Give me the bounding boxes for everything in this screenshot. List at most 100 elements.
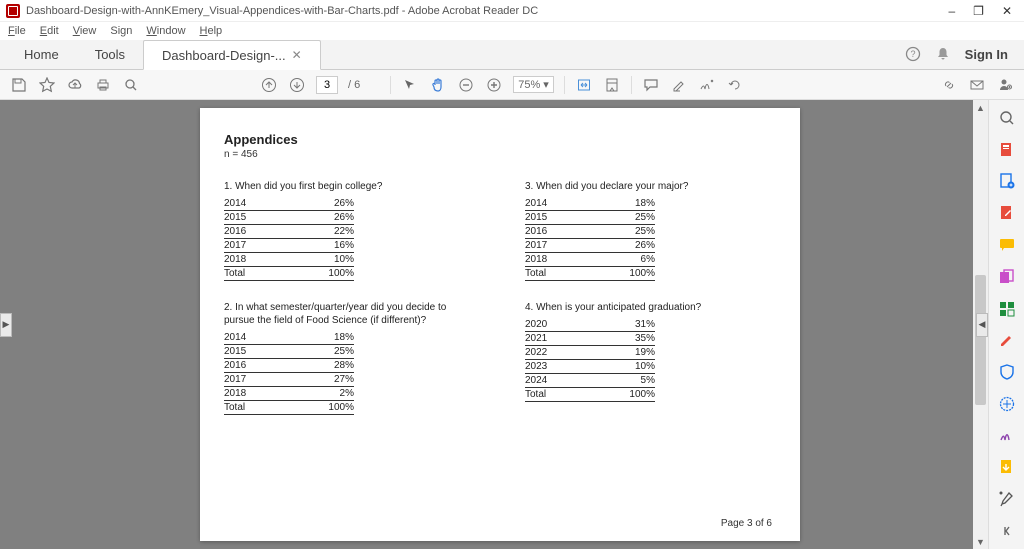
compress-icon[interactable] [997,394,1017,414]
table-cell: 2018 [224,253,284,267]
zoom-in-icon[interactable] [485,76,503,94]
page-number-label: Page 3 of 6 [721,518,772,529]
menu-sign[interactable]: Sign [110,25,132,37]
zoom-level-select[interactable]: 75%▾ [513,76,554,93]
zoom-out-icon[interactable] [457,76,475,94]
table-row: 201716% [224,239,354,253]
tab-close-icon[interactable]: ✕ [292,48,302,62]
maximize-button[interactable]: ❐ [973,4,984,18]
table-cell: Total [224,401,284,415]
organize-icon[interactable] [997,299,1017,319]
export-pdf-icon[interactable] [997,140,1017,160]
table-cell: 10% [284,253,354,267]
menu-edit[interactable]: Edit [40,25,59,37]
menu-file[interactable]: File [8,25,26,37]
table-row: 201810% [224,253,354,267]
question-3-title: 3. When did you declare your major? [525,180,776,193]
table-row: 201622% [224,225,354,239]
collapse-rail-icon[interactable] [997,521,1017,541]
page-up-icon[interactable] [260,76,278,94]
scroll-up-icon[interactable]: ▲ [973,100,988,115]
comment-icon[interactable] [642,76,660,94]
cloud-icon[interactable] [66,76,84,94]
save-icon[interactable] [10,76,28,94]
bell-icon[interactable] [935,46,951,62]
protect-icon[interactable] [997,362,1017,382]
table-cell: 2014 [525,197,585,211]
search-tool-icon[interactable] [997,108,1017,128]
print-icon[interactable] [94,76,112,94]
tab-document-label: Dashboard-Design-... [162,48,286,63]
table-cell: 100% [284,401,354,415]
convert-icon[interactable] [997,458,1017,478]
table-cell: 25% [284,345,354,359]
chevron-down-icon: ▾ [543,78,549,91]
page-number-input[interactable] [316,76,338,94]
scroll-thumb[interactable] [975,275,986,405]
page-down-icon[interactable] [288,76,306,94]
question-3: 3. When did you declare your major? 2014… [525,180,776,281]
table-cell: 2% [284,387,354,401]
tab-document[interactable]: Dashboard-Design-... ✕ [143,40,321,70]
question-2-table: 201418%201525%201628%201727%20182%Total1… [224,331,354,415]
email-icon[interactable] [968,76,986,94]
menu-window[interactable]: Window [146,25,185,37]
redact-icon[interactable] [997,330,1017,350]
selection-tool-icon[interactable] [401,76,419,94]
expand-tools-pane-icon[interactable]: ◀ [976,313,988,337]
table-cell: 2022 [525,346,585,360]
table-cell: 2016 [525,225,585,239]
table-cell: 27% [284,373,354,387]
table-row: 20186% [525,253,655,267]
combine-files-icon[interactable] [997,267,1017,287]
share-person-icon[interactable] [996,76,1014,94]
questions-grid: 1. When did you first begin college? 201… [224,180,776,415]
highlight-icon[interactable] [670,76,688,94]
fit-width-icon[interactable] [575,76,593,94]
close-button[interactable]: ✕ [1002,4,1012,18]
table-cell: 2020 [525,318,585,332]
hand-tool-icon[interactable] [429,76,447,94]
table-row: 201418% [525,197,655,211]
rotate-icon[interactable] [726,76,744,94]
table-row: Total100% [525,267,655,281]
tab-tools[interactable]: Tools [77,39,143,69]
sign-icon[interactable] [698,76,716,94]
comment-tool-icon[interactable] [997,235,1017,255]
table-cell: 100% [585,388,655,402]
table-cell: 2017 [525,239,585,253]
sample-size-label: n = 456 [224,149,776,160]
help-icon[interactable]: ? [905,46,921,62]
question-1-title: 1. When did you first begin college? [224,180,475,193]
table-cell: 100% [585,267,655,281]
create-pdf-icon[interactable] [997,172,1017,192]
page-view-icon[interactable] [603,76,621,94]
table-cell: 18% [585,197,655,211]
tab-home[interactable]: Home [6,39,77,69]
star-icon[interactable] [38,76,56,94]
question-2: 2. In what semester/quarter/year did you… [224,301,475,415]
table-cell: 2018 [525,253,585,267]
edit-pdf-icon[interactable] [997,203,1017,223]
workspace: ▶ Appendices n = 456 1. When did you fir… [0,100,1024,549]
search-icon[interactable] [122,76,140,94]
table-cell: 2017 [224,373,284,387]
menu-view[interactable]: View [73,25,97,37]
question-4-title: 4. When is your anticipated graduation? [525,301,776,314]
page-total-label: / 6 [348,79,360,91]
expand-nav-pane-icon[interactable]: ▶ [0,313,12,337]
table-cell: 25% [585,211,655,225]
table-row: 201418% [224,331,354,345]
more-tools-icon[interactable] [997,489,1017,509]
menu-help[interactable]: Help [200,25,223,37]
table-cell: 2016 [224,359,284,373]
page-heading: Appendices [224,132,776,147]
link-icon[interactable] [940,76,958,94]
scroll-down-icon[interactable]: ▼ [973,534,988,549]
table-cell: Total [525,388,585,402]
minimize-button[interactable]: – [948,4,955,18]
fill-sign-icon[interactable] [997,426,1017,446]
question-1: 1. When did you first begin college? 201… [224,180,475,281]
table-row: 201628% [224,359,354,373]
sign-in-button[interactable]: Sign In [965,47,1008,62]
